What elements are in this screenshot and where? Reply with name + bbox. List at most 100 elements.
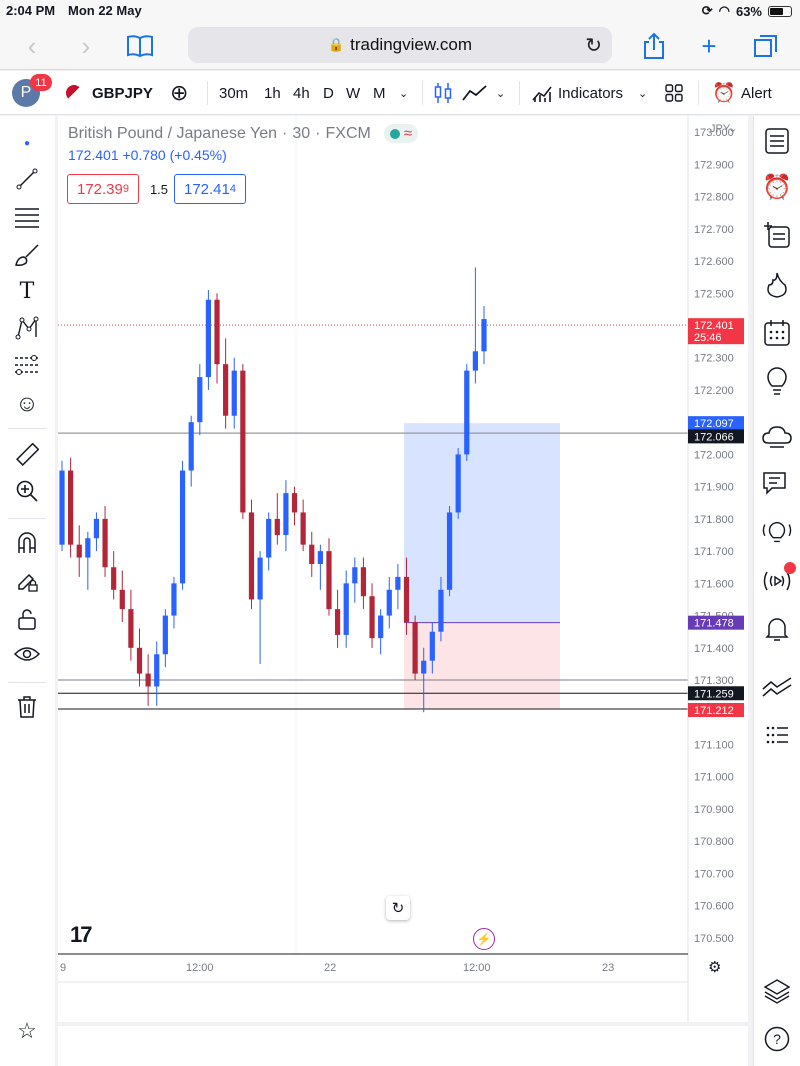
interval-1h[interactable]: 1h [264,84,281,102]
interval-4h[interactable]: 4h [293,84,310,102]
star-icon[interactable]: ☆ [17,1018,37,1043]
candle [429,631,435,661]
tabs-icon[interactable] [750,30,782,62]
messages-icon[interactable] [762,470,792,500]
y-tick-label: 170.800 [694,836,734,848]
candle [481,319,487,352]
buy-button[interactable]: 172.41 4 [174,174,246,204]
candle [472,351,478,371]
magnet-icon[interactable] [12,528,42,558]
symbol-search-button[interactable]: GBPJPY [92,84,153,102]
candle [68,470,74,545]
add-list-icon[interactable] [762,220,792,250]
trash-icon[interactable] [12,692,42,722]
loss-zone [404,622,560,709]
notifications-bell-icon[interactable] [762,614,792,644]
market-status[interactable]: ≈ [383,124,419,143]
brush-icon[interactable] [12,240,42,270]
hline-price-tag-text: 172.066 [694,431,734,443]
unlock-icon[interactable] [12,604,42,634]
lock-drawing-icon[interactable] [12,566,42,596]
chevron-down-icon[interactable]: ⌄ [728,123,737,135]
status-right: ⟳ ◠ 63% [702,3,792,19]
signal-bulb-icon[interactable] [762,518,792,548]
layers-icon[interactable] [762,976,792,1006]
chevron-down-icon[interactable]: ⌄ [399,87,409,100]
interval-30m[interactable]: 30m [219,84,249,102]
alarm-icon[interactable]: ⏰ [712,83,736,104]
y-tick-label: 172.200 [694,385,734,397]
legend-quote: 172.401 +0.780 (+0.45%) [68,147,418,163]
settings-gear-icon[interactable]: ⚙ [708,959,722,976]
lock-icon: 🔒 [327,37,345,52]
candle [412,622,418,674]
candle [266,518,272,558]
line-chart-icon[interactable] [462,71,488,115]
flash-icon[interactable]: ⚡ [473,928,495,950]
indicators-button[interactable]: Indicators [558,84,624,102]
patterns-icon[interactable] [12,313,42,343]
price-chart[interactable]: 173.000 172.900 172.800 172.700 172.600 172.5… [58,116,748,1022]
share-icon[interactable] [638,30,670,62]
crosshair-dot-icon[interactable]: ● [23,137,31,149]
layout-icon[interactable] [665,71,683,115]
target-price-tag: 172.097 [688,416,744,431]
candles-icon[interactable] [434,71,452,115]
compare-add-icon[interactable]: ⊕ [170,80,189,105]
forward-icon[interactable]: › [81,30,91,61]
help-icon[interactable]: ? [762,1024,792,1054]
hotlist-fire-icon[interactable] [762,270,792,300]
address-bar[interactable]: 🔒 tradingview.com ↻ [188,27,612,63]
candle [231,370,237,416]
back-icon[interactable]: ‹ [27,30,37,61]
candle [93,518,100,539]
legend-title[interactable]: British Pound / Japanese Yen · 30 · FXCM… [68,124,419,143]
candle [111,567,117,590]
ruler-icon[interactable] [12,440,42,470]
sell-button[interactable]: 172.39 9 [67,174,139,204]
browser-toolbar: ‹ › 🔒 tradingview.com ↻ + [0,22,800,70]
fib-retracement-icon[interactable] [12,202,42,232]
alert-button[interactable]: Alert [741,84,772,102]
chevron-down-icon[interactable]: ⌄ [496,87,506,100]
y-tick-label: 172.500 [694,288,734,300]
candle [179,470,186,584]
chat-cloud-icon[interactable] [762,422,792,452]
alarm-clock-icon[interactable]: ⏰ [762,173,792,201]
reset-chart-icon[interactable]: ↻ [386,896,410,920]
candle [188,422,194,471]
countdown-text: 25:46 [694,332,722,344]
status-bar: 2:04 PM Mon 22 May ⟳ ◠ 63% [0,0,800,22]
candle [317,551,323,565]
emoji-icon[interactable]: ☺ [15,389,39,416]
candle [214,299,220,365]
candle [352,567,358,584]
interval-w[interactable]: W [346,84,361,102]
streams-icon[interactable] [762,566,792,596]
calendar-icon[interactable] [762,318,792,348]
prediction-icon[interactable] [12,350,42,380]
visibility-eye-icon[interactable] [12,640,42,670]
trading-panel-icon[interactable] [762,672,792,702]
chart-panel[interactable]: 173.000 172.900 172.800 172.700 172.600 172.5… [58,116,748,1022]
candle [257,557,263,600]
wave-icon: ≈ [403,125,413,142]
bookmarks-icon[interactable] [124,30,156,62]
dom-icon[interactable] [762,720,792,750]
y-tick-label: 171.600 [694,578,734,590]
flag-icon [66,71,82,115]
watchlist-icon[interactable] [762,126,792,156]
buy-price: 172.41 [183,180,230,198]
interval-d[interactable]: D [323,84,334,102]
new-tab-icon[interactable]: + [701,30,717,61]
indicators-icon[interactable] [532,71,552,115]
tradingview-logo: 17 [70,922,93,947]
chevron-down-icon[interactable]: ⌄ [638,87,648,100]
interval-m[interactable]: M [373,84,386,102]
text-tool-icon[interactable]: T [19,278,35,304]
currency-label[interactable]: JPY [710,123,731,135]
zoom-in-icon[interactable] [12,476,42,506]
trend-line-icon[interactable] [12,164,42,194]
ideas-bulb-icon[interactable] [762,366,792,396]
reload-icon[interactable]: ↻ [585,35,602,57]
